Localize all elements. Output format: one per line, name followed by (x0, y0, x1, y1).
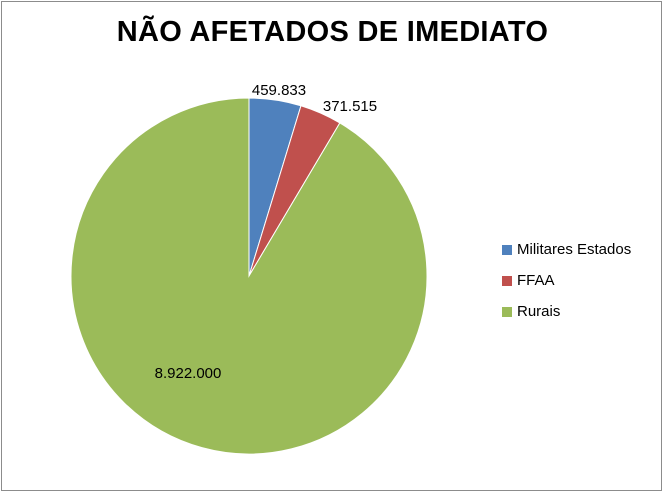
legend-swatch (502, 306, 512, 317)
legend: Militares Estados FFAA Rurais (502, 234, 631, 327)
chart-title: NÃO AFETADOS DE IMEDIATO (116, 16, 549, 48)
legend-label: Rurais (517, 303, 561, 320)
legend-item-militares-estados: Militares Estados (502, 234, 631, 265)
legend-swatch (502, 275, 512, 286)
legend-item-rurais: Rurais (502, 296, 631, 327)
pie-slice-rurais (70, 97, 428, 455)
data-label-ffaa: 371.515 (323, 98, 377, 115)
legend-label: FFAA (517, 272, 555, 289)
data-label-rurais: 8.922.000 (155, 365, 222, 382)
data-label-militares-estados: 459.833 (252, 82, 306, 99)
legend-label: Militares Estados (517, 241, 632, 258)
legend-item-ffaa: FFAA (502, 265, 631, 296)
legend-swatch (502, 244, 512, 255)
